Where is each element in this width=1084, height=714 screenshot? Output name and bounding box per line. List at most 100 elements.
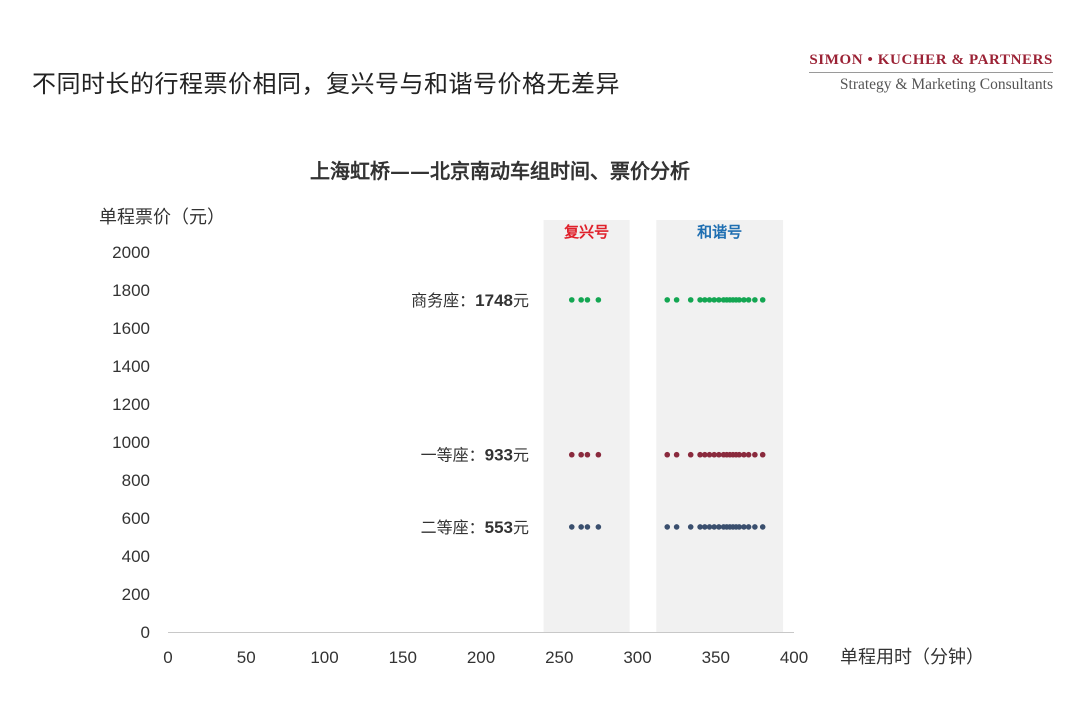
annotation-value: 553 bbox=[485, 518, 513, 537]
x-tick-label: 300 bbox=[623, 648, 651, 667]
chart-marks bbox=[568, 297, 766, 530]
y-tick-label: 1800 bbox=[112, 281, 150, 300]
data-point bbox=[701, 524, 708, 530]
data-point bbox=[716, 451, 722, 458]
data-point bbox=[664, 451, 671, 458]
y-tick-label: 800 bbox=[122, 471, 150, 490]
x-tick-label: 50 bbox=[237, 648, 256, 667]
data-point bbox=[687, 451, 694, 458]
x-axis-title: 单程用时（分钟） bbox=[840, 647, 984, 668]
y-tick-label: 400 bbox=[122, 547, 150, 566]
data-point bbox=[711, 451, 717, 458]
data-point bbox=[706, 451, 713, 458]
y-tick-label: 2000 bbox=[112, 243, 150, 262]
chart-labels: 复兴号 和谐号上海虹桥——北京南动车组时间、票价分析商务座：1748元一等座：93… bbox=[310, 159, 742, 537]
y-tick-label: 1200 bbox=[112, 395, 150, 414]
data-point bbox=[736, 524, 743, 530]
data-point bbox=[745, 524, 752, 530]
data-point bbox=[706, 297, 713, 303]
data-point bbox=[716, 297, 722, 303]
data-point bbox=[752, 451, 758, 458]
group-band-1 bbox=[656, 220, 784, 632]
data-point bbox=[595, 297, 602, 303]
data-point bbox=[701, 451, 708, 458]
data-point bbox=[578, 451, 584, 458]
group-label-0: 复兴号 bbox=[563, 223, 609, 241]
x-tick-label: 100 bbox=[310, 648, 338, 667]
series-annotation-1: 一等座：933元 bbox=[421, 446, 529, 465]
x-tick-label: 0 bbox=[163, 648, 172, 667]
data-point bbox=[759, 451, 766, 458]
data-point bbox=[568, 297, 575, 303]
data-point bbox=[741, 451, 747, 458]
chart-title: 上海虹桥——北京南动车组时间、票价分析 bbox=[310, 159, 690, 183]
x-tick-label: 200 bbox=[467, 648, 495, 667]
series-annotation-0: 商务座：1748元 bbox=[411, 291, 529, 310]
y-tick-label: 0 bbox=[141, 623, 150, 642]
data-point bbox=[711, 297, 717, 303]
y-tick-label: 200 bbox=[122, 585, 150, 604]
data-point bbox=[736, 451, 743, 458]
data-point bbox=[706, 524, 713, 530]
data-point bbox=[673, 524, 680, 530]
slide-title: 不同时长的行程票价相同，复兴号与和谐号价格无差异 bbox=[32, 70, 620, 98]
data-point bbox=[687, 524, 694, 530]
data-point bbox=[752, 297, 758, 303]
data-point bbox=[578, 524, 584, 530]
data-point bbox=[759, 297, 766, 303]
annotation-unit: 元 bbox=[513, 446, 529, 465]
brand-divider bbox=[809, 72, 1053, 73]
group-label-1: 和谐号 bbox=[697, 223, 742, 241]
data-point bbox=[701, 297, 708, 303]
x-tick-label: 150 bbox=[389, 648, 417, 667]
data-point bbox=[568, 451, 575, 458]
data-point bbox=[736, 297, 743, 303]
data-point bbox=[741, 524, 747, 530]
data-point bbox=[584, 451, 591, 458]
data-point bbox=[595, 524, 602, 530]
data-point bbox=[673, 451, 680, 458]
data-point bbox=[741, 297, 747, 303]
data-point bbox=[687, 297, 694, 303]
data-point bbox=[595, 451, 602, 458]
data-point bbox=[697, 297, 703, 303]
annotation-unit: 元 bbox=[513, 518, 529, 537]
y-tick-label: 1400 bbox=[112, 357, 150, 376]
y-axis-title: 单程票价（元） bbox=[99, 207, 225, 228]
data-point bbox=[716, 524, 722, 530]
data-point bbox=[584, 297, 591, 303]
y-tick-label: 1600 bbox=[112, 319, 150, 338]
y-tick-label: 1000 bbox=[112, 433, 150, 452]
axes: 0 50 100 150 200 250 300 350 400 0 200 400 600 800 100… bbox=[99, 207, 984, 668]
data-point bbox=[664, 524, 671, 530]
data-point bbox=[673, 297, 680, 303]
brand-logo: SIMON • KUCHER & PARTNERS Strategy & Mar… bbox=[809, 52, 1053, 94]
annotation-label: 一等座： bbox=[421, 446, 485, 465]
annotation-value: 933 bbox=[485, 446, 513, 465]
x-tick-label: 400 bbox=[780, 648, 808, 667]
data-point bbox=[664, 297, 671, 303]
data-point bbox=[711, 524, 717, 530]
annotation-label: 二等座： bbox=[421, 518, 485, 537]
data-point bbox=[752, 524, 758, 530]
brand-name: SIMON • KUCHER & PARTNERS bbox=[809, 52, 1053, 68]
y-tick-label: 600 bbox=[122, 509, 150, 528]
annotation-label: 商务座： bbox=[411, 291, 475, 310]
group-bands bbox=[543, 220, 784, 632]
data-point bbox=[697, 451, 703, 458]
data-point bbox=[697, 524, 703, 530]
data-point bbox=[584, 524, 591, 530]
annotation-unit: 元 bbox=[513, 291, 529, 310]
series-annotation-2: 二等座：553元 bbox=[421, 518, 529, 537]
data-point bbox=[568, 524, 575, 530]
data-point bbox=[745, 451, 752, 458]
x-tick-label: 350 bbox=[702, 648, 730, 667]
group-band-0 bbox=[543, 220, 630, 632]
x-tick-label: 250 bbox=[545, 648, 573, 667]
annotation-value: 1748 bbox=[475, 291, 513, 310]
data-point bbox=[578, 297, 584, 303]
brand-tagline: Strategy & Marketing Consultants bbox=[839, 76, 1053, 93]
data-point bbox=[759, 524, 766, 530]
data-point bbox=[745, 297, 752, 303]
